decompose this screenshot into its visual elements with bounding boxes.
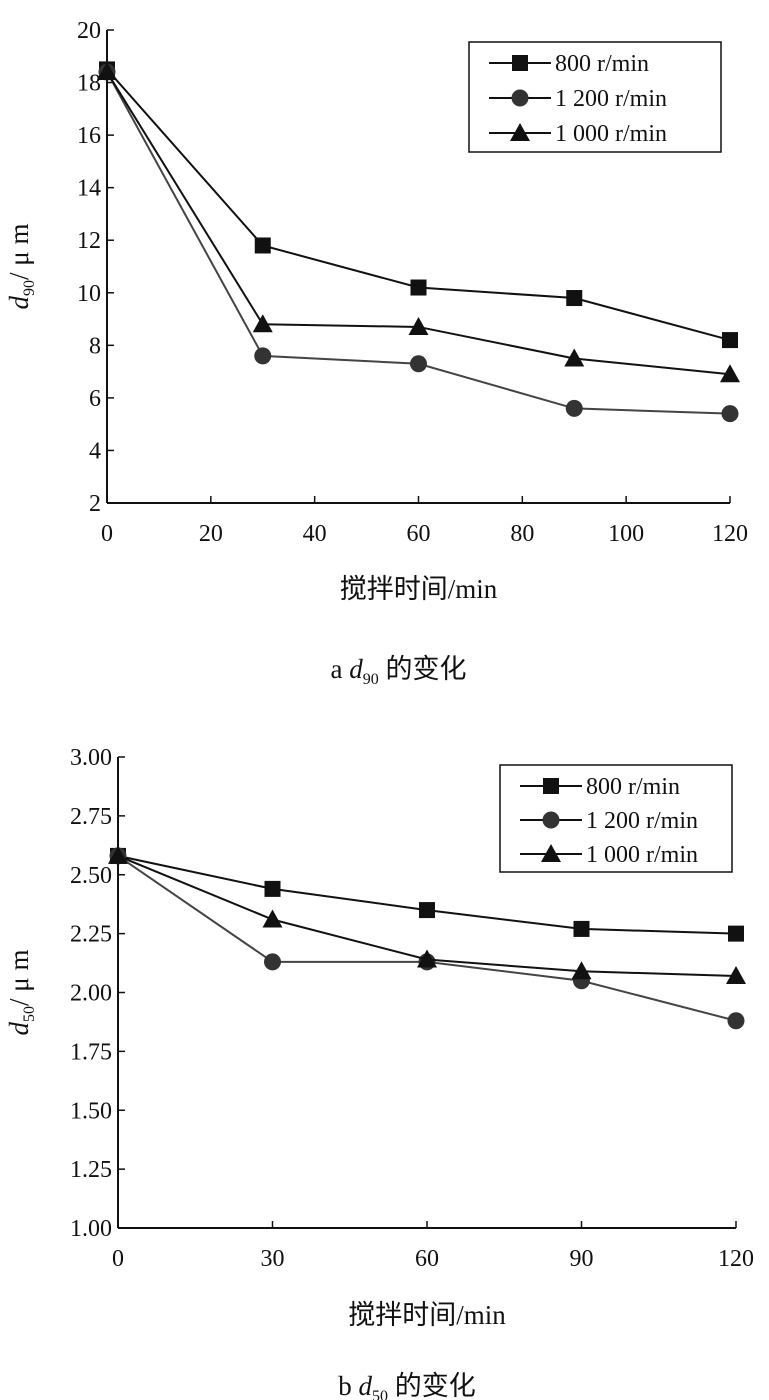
data-point-triangle	[726, 966, 746, 985]
x-tick-label: 0	[101, 521, 113, 547]
data-point-square	[573, 920, 590, 937]
data-point-triangle	[108, 845, 128, 864]
chart-caption: b d50 的变化	[338, 1371, 476, 1400]
x-tick-label: 120	[712, 521, 748, 547]
y-axis-title: d50/ μ m	[4, 950, 38, 1036]
y-tick-label: 2.25	[70, 922, 112, 948]
legend-label: 800 r/min	[586, 774, 680, 800]
legend-label: 1 200 r/min	[586, 808, 698, 834]
x-tick-label: 60	[407, 521, 431, 547]
legend-marker-circle	[542, 811, 560, 829]
data-point-square	[254, 237, 271, 254]
y-tick-label: 4	[89, 438, 101, 464]
y-axis-title: d90/ μ m	[4, 224, 38, 310]
data-point-square	[264, 880, 281, 897]
data-point-triangle	[408, 316, 429, 335]
y-tick-label: 14	[77, 176, 101, 202]
y-tick-label: 2	[89, 491, 101, 517]
data-point-triangle	[564, 348, 585, 367]
y-tick-label: 10	[77, 281, 101, 307]
x-tick-label: 80	[510, 521, 534, 547]
data-point-circle	[410, 355, 427, 373]
x-tick-label: 60	[415, 1246, 439, 1272]
x-tick-label: 40	[303, 521, 327, 547]
data-point-triangle	[417, 949, 437, 968]
legend-label: 1 200 r/min	[555, 86, 667, 112]
y-tick-label: 12	[77, 228, 101, 254]
data-point-circle	[254, 347, 272, 365]
y-tick-label: 1.50	[70, 1098, 112, 1124]
data-point-circle	[264, 953, 281, 971]
legend: 800 r/min 1 200 r/min 1 000 r/min	[499, 764, 733, 873]
data-point-square	[728, 925, 744, 942]
data-point-square	[410, 279, 427, 296]
y-tick-label: 2.00	[70, 981, 112, 1007]
series-triangle	[108, 845, 746, 985]
legend-marker-triangle	[510, 123, 530, 141]
y-tick-label: 3.00	[70, 745, 112, 771]
y-tick-label: 1.00	[70, 1216, 112, 1242]
data-point-triangle	[252, 314, 273, 333]
data-point-triangle	[720, 364, 740, 383]
x-tick-label: 20	[199, 521, 223, 547]
data-point-triangle	[97, 62, 117, 81]
data-point-triangle	[571, 961, 592, 980]
data-point-triangle	[262, 909, 283, 928]
y-tick-label: 16	[77, 123, 101, 149]
legend-marker-triangle	[541, 844, 561, 862]
series-line	[117, 855, 737, 1022]
legend-label: 1 000 r/min	[555, 121, 667, 147]
y-tick-label: 1.25	[70, 1157, 112, 1183]
legend-marker-circle	[511, 89, 529, 107]
legend-marker-square	[512, 55, 528, 71]
series-triangle	[97, 62, 740, 383]
x-tick-label: 90	[570, 1246, 594, 1272]
y-tick-label: 2.50	[70, 863, 112, 889]
data-point-circle	[721, 405, 739, 423]
data-point-square	[566, 290, 583, 307]
data-point-square	[419, 902, 435, 919]
y-tick-label: 1.75	[70, 1039, 112, 1065]
x-tick-label: 100	[608, 521, 644, 547]
data-point-circle	[727, 1012, 745, 1030]
data-point-square	[722, 332, 738, 349]
chart-d50: 1.00 1.25 1.50 1.75 2.00 2.25 2.50 2.75 3.00 0 30 6…	[4, 745, 754, 1400]
legend-label: 800 r/min	[555, 51, 649, 77]
y-tick-label: 6	[89, 386, 101, 412]
chart-d90: 2 4 6 8 10 12 14 16 18 20 0 20 40 60 80 100 120 800 r/min…	[4, 18, 748, 688]
y-tick-label: 20	[77, 18, 101, 44]
x-tick-label: 120	[718, 1246, 754, 1272]
legend-marker-square	[543, 778, 559, 794]
x-tick-label: 30	[261, 1246, 285, 1272]
x-tick-label: 0	[112, 1246, 124, 1272]
y-tick-label: 2.75	[70, 804, 112, 830]
x-axis-title: 搅拌时间/min	[340, 574, 498, 604]
legend-label: 1 000 r/min	[586, 842, 698, 868]
chart-caption: a d90 的变化	[331, 654, 467, 688]
x-axis-title: 搅拌时间/min	[348, 1300, 506, 1330]
y-tick-label: 8	[89, 333, 101, 359]
legend: 800 r/min 1 200 r/min 1 000 r/min	[468, 41, 722, 153]
data-point-circle	[565, 399, 583, 417]
y-tick-label: 18	[77, 71, 101, 97]
